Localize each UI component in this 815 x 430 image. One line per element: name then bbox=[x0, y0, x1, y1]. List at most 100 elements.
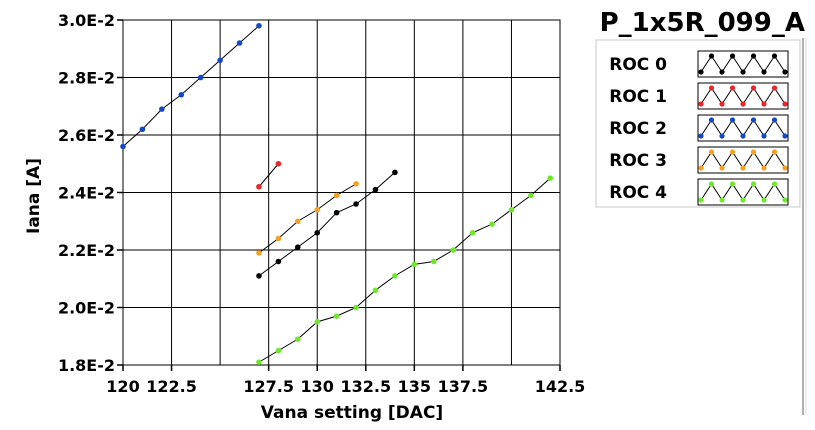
data-point bbox=[528, 192, 534, 199]
data-point bbox=[450, 247, 456, 253]
series-line bbox=[258, 163, 279, 188]
x-tick-label: 122.5 bbox=[146, 377, 197, 396]
x-axis-title: Vana setting [DAC] bbox=[261, 403, 443, 423]
data-point bbox=[333, 313, 340, 319]
legend-panel-scrollbar[interactable] bbox=[802, 38, 807, 415]
data-point bbox=[275, 235, 282, 242]
legend-swatch-point bbox=[750, 117, 757, 123]
legend-swatch-point bbox=[750, 181, 757, 187]
x-tick-label: 137.5 bbox=[438, 377, 489, 396]
legend-swatch-point bbox=[782, 101, 788, 107]
series-line bbox=[258, 183, 357, 254]
data-point bbox=[275, 347, 282, 354]
legend-swatch-point bbox=[771, 149, 778, 155]
legend-swatch-point bbox=[740, 69, 746, 75]
legend-label: ROC 4 bbox=[609, 183, 667, 203]
legend-swatch-point bbox=[708, 53, 715, 59]
legend-swatch-point bbox=[761, 69, 767, 75]
legend-swatch-point bbox=[729, 181, 736, 187]
data-point bbox=[275, 160, 282, 167]
legend-swatch-point bbox=[750, 85, 757, 91]
y-tick-label: 3.0E-2 bbox=[58, 11, 115, 30]
legend-swatch-point bbox=[771, 117, 778, 123]
legend-swatch-point bbox=[740, 133, 746, 139]
data-point bbox=[275, 258, 282, 265]
data-point bbox=[120, 143, 126, 150]
legend-swatch-point bbox=[698, 69, 704, 75]
legend-label: ROC 1 bbox=[609, 87, 667, 107]
x-tick-label: 142.5 bbox=[535, 377, 586, 396]
y-tick-label: 2.2E-2 bbox=[58, 241, 115, 260]
legend-swatch-point bbox=[708, 117, 715, 123]
legend-swatch-point bbox=[729, 85, 736, 91]
legend-swatch-point bbox=[771, 181, 778, 187]
data-point bbox=[353, 201, 359, 207]
legend-swatch-point bbox=[729, 53, 736, 59]
x-tick-label: 127.5 bbox=[243, 377, 294, 396]
data-point bbox=[333, 209, 340, 216]
series-line bbox=[122, 25, 260, 147]
series-line bbox=[258, 177, 551, 363]
legend-swatch-point bbox=[761, 101, 767, 107]
data-point bbox=[372, 287, 379, 294]
data-point bbox=[430, 258, 437, 265]
legend-swatch-point bbox=[771, 85, 778, 91]
legend-swatch-point bbox=[719, 101, 725, 107]
legend-swatch-point bbox=[719, 69, 725, 75]
data-point bbox=[314, 319, 321, 325]
data-point bbox=[469, 229, 476, 236]
data-point bbox=[489, 221, 495, 227]
data-point bbox=[295, 336, 301, 342]
legend-swatch-point bbox=[782, 197, 788, 203]
data-point bbox=[256, 183, 262, 190]
legend-swatch-point bbox=[782, 133, 788, 139]
legend-swatch-point bbox=[698, 101, 704, 107]
legend-swatch-point bbox=[740, 165, 746, 171]
data-point bbox=[256, 359, 262, 365]
legend-label: ROC 2 bbox=[609, 119, 667, 139]
data-point bbox=[353, 181, 359, 187]
legend-swatch-point bbox=[761, 165, 767, 171]
legend-swatch-point bbox=[729, 117, 736, 123]
data-point bbox=[333, 192, 340, 199]
data-point bbox=[256, 22, 262, 29]
legend-swatch-point bbox=[761, 197, 767, 203]
data-point bbox=[197, 74, 204, 81]
legend-label: ROC 3 bbox=[609, 151, 667, 171]
x-tick-label: 130 bbox=[301, 377, 334, 396]
data-point bbox=[159, 106, 165, 112]
legend-swatch-point bbox=[708, 181, 715, 187]
legend-label: ROC 0 bbox=[609, 55, 667, 75]
legend-swatch-point bbox=[708, 85, 715, 91]
legend: ROC 0 ROC 1 ROC 2 ROC 3 ROC 4 bbox=[595, 39, 801, 208]
legend-swatch-point bbox=[719, 165, 725, 171]
data-point bbox=[314, 206, 321, 213]
legend-swatch-point bbox=[782, 69, 788, 75]
data-point bbox=[411, 261, 418, 268]
data-point bbox=[353, 304, 359, 311]
legend-swatch-point bbox=[719, 197, 725, 203]
data-point bbox=[256, 273, 262, 279]
y-tick-label: 2.8E-2 bbox=[58, 69, 115, 88]
data-point bbox=[295, 218, 301, 225]
x-tick-label: 120 bbox=[106, 377, 139, 396]
y-tick-label: 2.4E-2 bbox=[58, 184, 115, 203]
data-point bbox=[236, 40, 243, 46]
legend-swatch-point bbox=[698, 133, 704, 139]
legend-swatch-point bbox=[740, 101, 746, 107]
data-point bbox=[139, 126, 146, 133]
y-tick-label: 1.8E-2 bbox=[58, 356, 115, 375]
chart-title: P_1x5R_099_A bbox=[600, 8, 805, 38]
data-point bbox=[547, 175, 554, 181]
series-line bbox=[258, 172, 396, 277]
legend-swatch-point bbox=[761, 133, 767, 139]
legend-swatch-point bbox=[750, 53, 757, 59]
data-point bbox=[314, 229, 321, 236]
data-point bbox=[392, 169, 398, 176]
legend-swatch-point bbox=[740, 197, 746, 203]
x-tick-label: 132.5 bbox=[340, 377, 391, 396]
y-tick-label: 2.0E-2 bbox=[58, 299, 115, 318]
legend-swatch-point bbox=[698, 165, 704, 171]
data-point bbox=[178, 91, 185, 98]
